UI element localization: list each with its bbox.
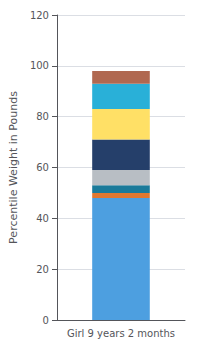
svg-text:120: 120 [30,10,49,21]
svg-text:Percentile Weight in Pounds: Percentile Weight in Pounds [7,91,20,244]
svg-text:60: 60 [36,162,49,173]
svg-text:20: 20 [36,264,49,275]
svg-text:40: 40 [36,213,49,224]
svg-text:0: 0 [43,315,49,326]
svg-text:100: 100 [30,60,49,71]
svg-text:Girl 9 years 2 months: Girl 9 years 2 months [67,328,175,339]
svg-text:80: 80 [36,111,49,122]
